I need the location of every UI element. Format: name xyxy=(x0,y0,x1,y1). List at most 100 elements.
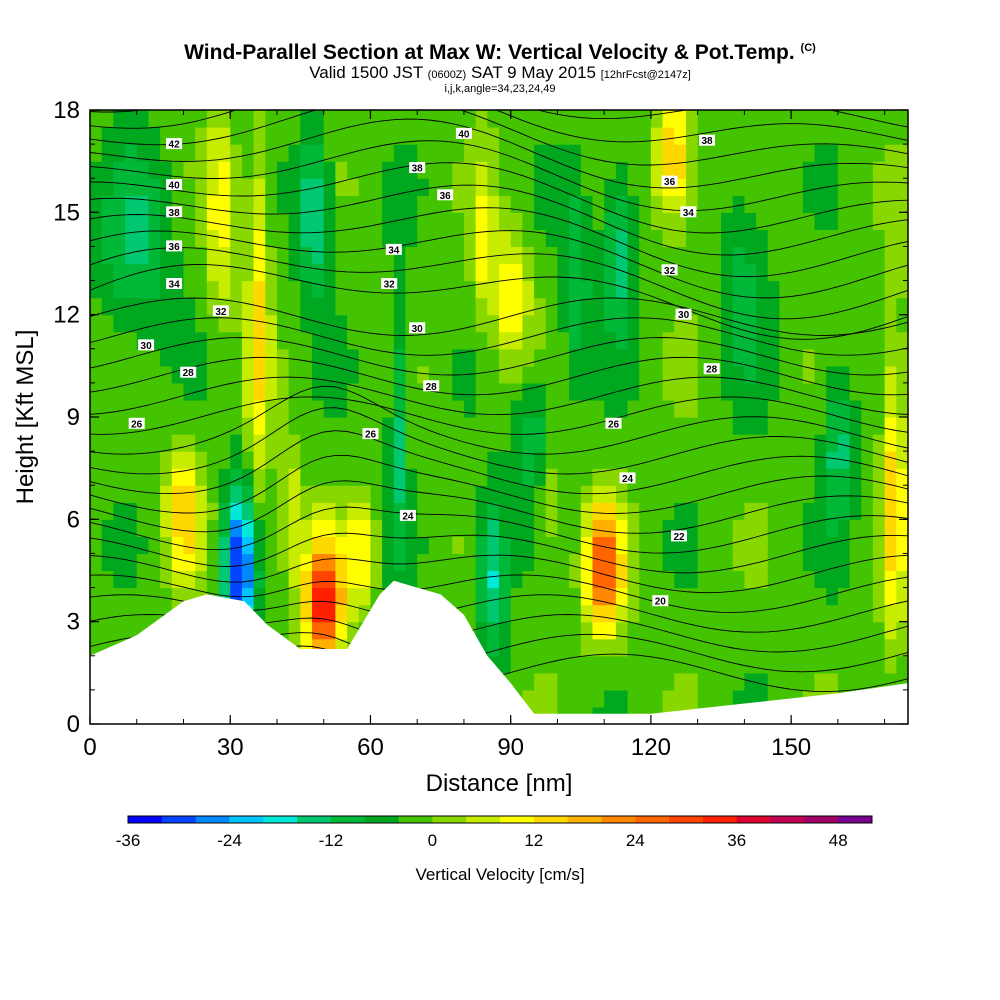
field-cell xyxy=(627,110,640,128)
field-cell xyxy=(896,655,908,674)
field-cell xyxy=(265,399,278,418)
field-cell xyxy=(837,314,851,333)
field-cell xyxy=(312,263,325,282)
field-cell xyxy=(721,212,734,230)
field-cell xyxy=(580,451,594,469)
field-cell xyxy=(580,263,594,282)
field-cell xyxy=(756,468,769,486)
field-cell xyxy=(697,229,710,248)
field-cell xyxy=(195,434,208,452)
field-cell xyxy=(206,468,220,486)
field-cell xyxy=(814,144,827,162)
field-cell xyxy=(580,502,594,520)
field-cell xyxy=(253,212,266,230)
field-cell xyxy=(218,417,231,435)
y-tick-label: 18 xyxy=(53,97,80,124)
y-tick-label: 9 xyxy=(67,404,80,431)
field-cell xyxy=(463,348,477,367)
field-cell xyxy=(709,502,722,520)
field-cell xyxy=(253,536,266,555)
field-cell xyxy=(884,570,897,589)
field-cell xyxy=(802,587,816,606)
field-cell xyxy=(417,280,430,299)
field-cell xyxy=(148,314,161,333)
field-cell xyxy=(183,348,196,367)
field-cell xyxy=(510,297,523,316)
field-cell xyxy=(405,365,418,384)
field-cell xyxy=(522,502,535,520)
field-cell xyxy=(218,399,231,418)
field-cell xyxy=(241,570,255,589)
field-cell xyxy=(463,280,477,299)
field-cell xyxy=(463,451,477,469)
field-cell xyxy=(370,144,383,162)
field-cell xyxy=(160,502,173,520)
colorbar-swatch xyxy=(128,816,163,823)
field-cell xyxy=(312,502,325,520)
field-cell xyxy=(218,331,231,350)
field-cell xyxy=(312,229,325,248)
field-cell xyxy=(604,451,617,469)
field-cell xyxy=(218,536,231,555)
field-cell xyxy=(510,365,523,384)
field-cell xyxy=(580,553,594,572)
field-cell xyxy=(791,127,804,145)
field-cell xyxy=(837,246,851,265)
field-cell xyxy=(872,553,886,572)
field-cell xyxy=(756,553,769,572)
field-cell xyxy=(826,638,839,657)
field-cell xyxy=(265,127,278,145)
field-cell xyxy=(90,263,103,282)
field-cell xyxy=(826,144,839,162)
field-cell xyxy=(241,127,255,145)
field-cell xyxy=(171,331,185,350)
field-cell xyxy=(463,434,477,452)
field-cell xyxy=(288,570,301,589)
field-cell xyxy=(767,672,781,691)
field-cell xyxy=(323,144,336,162)
theta-contour-line xyxy=(90,480,908,534)
field-cell xyxy=(393,212,407,230)
field-cell xyxy=(405,212,418,230)
field-cell xyxy=(358,536,372,555)
field-cell xyxy=(522,365,535,384)
field-cell xyxy=(510,485,523,503)
contour-label-box xyxy=(703,363,720,375)
field-cell xyxy=(779,638,792,657)
field-cell xyxy=(241,263,255,282)
field-cell xyxy=(276,229,290,248)
field-cell xyxy=(627,655,640,674)
field-cell xyxy=(884,246,897,265)
field-cell xyxy=(826,417,839,435)
field-cell xyxy=(522,331,535,350)
field-cell xyxy=(125,331,138,350)
field-cell xyxy=(837,195,851,213)
field-cell xyxy=(791,451,804,469)
field-cell xyxy=(101,127,114,145)
field-cell xyxy=(849,672,862,691)
field-cell xyxy=(499,655,512,674)
field-cell xyxy=(183,127,196,145)
field-cell xyxy=(534,553,547,572)
field-cell xyxy=(241,229,255,248)
field-cell xyxy=(697,280,710,299)
field-cell xyxy=(744,638,757,657)
field-cell xyxy=(557,638,570,657)
field-cell xyxy=(487,451,500,469)
field-cell xyxy=(650,127,664,145)
field-cell xyxy=(861,314,874,333)
field-cell xyxy=(195,229,208,248)
field-cell xyxy=(604,348,617,367)
field-cell xyxy=(802,621,816,640)
contour-label-box xyxy=(409,322,426,334)
field-cell xyxy=(487,519,500,537)
field-cell xyxy=(849,638,862,657)
contour-label: 34 xyxy=(385,243,402,256)
field-cell xyxy=(323,451,336,469)
field-cell xyxy=(405,417,418,435)
field-cell xyxy=(113,263,126,282)
field-cell xyxy=(288,587,301,606)
field-cell xyxy=(323,485,336,503)
field-cell xyxy=(650,553,664,572)
